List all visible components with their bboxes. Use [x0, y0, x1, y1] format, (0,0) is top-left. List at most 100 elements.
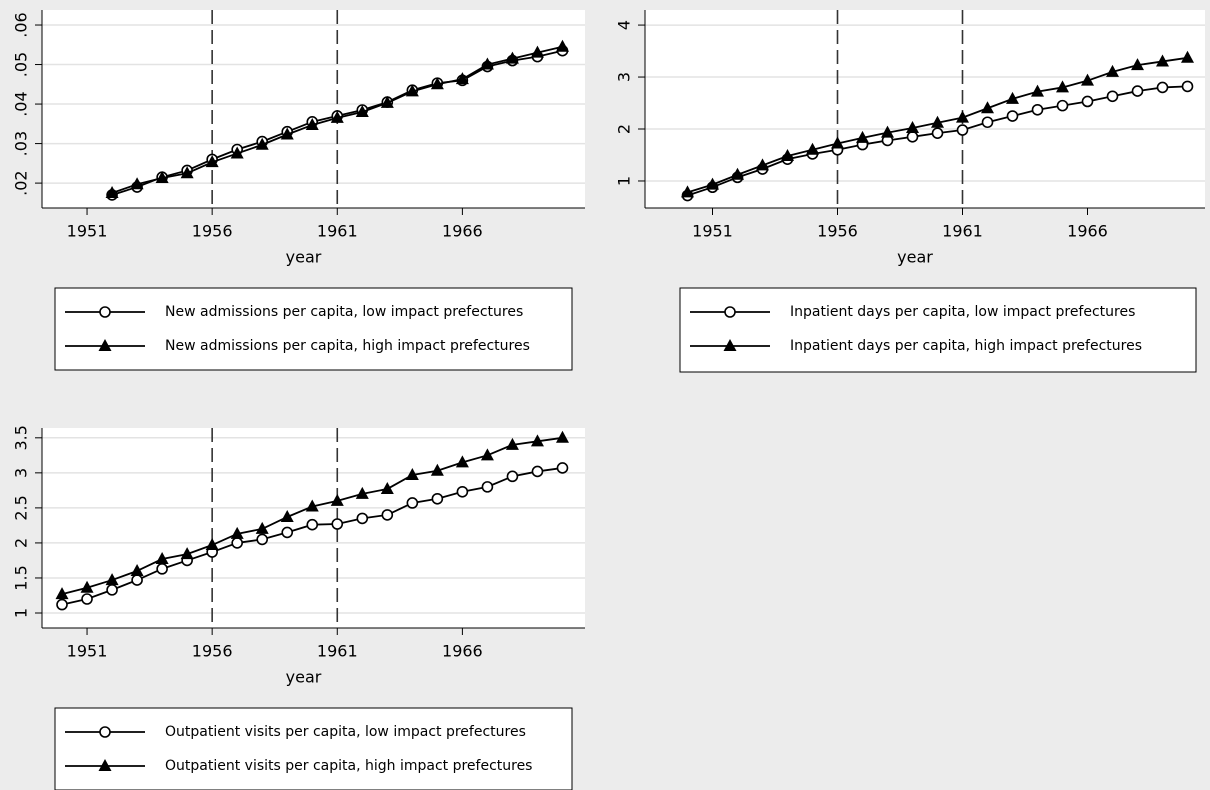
- legend-marker: [98, 759, 112, 771]
- triangle-marker: [1006, 91, 1019, 104]
- circle-marker: [56, 598, 68, 611]
- circle-marker: [106, 584, 118, 596]
- x-tick-label: 1966: [1067, 222, 1108, 241]
- triangle-marker: [731, 167, 744, 180]
- triangle-marker: [480, 57, 494, 70]
- circle-marker: [456, 485, 469, 498]
- triangle-marker: [881, 125, 894, 138]
- triangle-marker: [530, 45, 544, 58]
- legend-label: New admissions per capita, high impact p…: [165, 338, 530, 354]
- triangle-marker: [105, 573, 119, 586]
- legend-marker: [98, 339, 112, 351]
- circle-marker: [531, 465, 544, 478]
- y-tick-label: 3.5: [12, 425, 31, 450]
- circle-marker: [1156, 81, 1169, 94]
- y-tick-label: .03: [12, 131, 31, 156]
- triangle-marker: [1131, 58, 1144, 71]
- triangle-marker: [681, 185, 694, 198]
- circle-marker: [281, 526, 294, 539]
- triangle-marker: [380, 95, 394, 108]
- y-tick-label: .04: [12, 91, 31, 116]
- x-tick-label: 1956: [192, 222, 233, 241]
- triangle-marker: [80, 580, 94, 593]
- circle-marker: [1031, 103, 1044, 116]
- triangle-marker: [230, 526, 244, 539]
- triangle-marker: [1081, 73, 1094, 86]
- legend: Inpatient days per capita, low impact pr…: [679, 287, 1197, 373]
- legend-label: Outpatient visits per capita, high impac…: [165, 758, 532, 774]
- triangle-marker: [1156, 54, 1169, 67]
- legend-label: Inpatient days per capita, high impact p…: [790, 338, 1142, 354]
- triangle-marker: [1031, 84, 1044, 97]
- y-tick-label: 2: [615, 124, 634, 134]
- legend-box: [54, 707, 573, 790]
- x-tick-label: 1961: [942, 222, 983, 241]
- triangle-marker: [180, 166, 194, 179]
- triangle-marker: [1056, 80, 1069, 93]
- x-tick-label: 1956: [817, 222, 858, 241]
- x-tick-label: 1951: [692, 222, 733, 241]
- triangle-marker: [205, 155, 219, 168]
- legend-box: [679, 287, 1197, 373]
- triangle-marker: [155, 552, 169, 565]
- y-tick-label: 3: [615, 72, 634, 82]
- triangle-marker: [956, 110, 969, 123]
- legend-marker: [99, 306, 111, 318]
- x-tick-label: 1956: [192, 642, 233, 661]
- triangle-marker: [756, 158, 769, 171]
- circle-marker: [906, 131, 919, 143]
- triangle-marker: [130, 177, 144, 190]
- y-tick-label: 1.5: [12, 565, 31, 590]
- triangle-marker: [555, 430, 569, 443]
- triangle-marker: [255, 521, 269, 534]
- x-axis-label: year: [286, 668, 322, 687]
- x-tick-label: 1951: [67, 222, 108, 241]
- circle-marker: [481, 481, 494, 493]
- circle-marker: [231, 537, 243, 549]
- triangle-marker: [205, 538, 219, 551]
- x-tick-label: 1966: [442, 642, 483, 661]
- x-tick-label: 1961: [317, 222, 358, 241]
- legend-label: Inpatient days per capita, low impact pr…: [790, 304, 1135, 320]
- x-axis-label: year: [286, 248, 322, 267]
- x-tick-label: 1966: [442, 222, 483, 241]
- legend-label: Outpatient visits per capita, low impact…: [165, 724, 526, 740]
- triangle-marker: [856, 130, 869, 143]
- circle-marker: [1081, 95, 1094, 108]
- circle-marker: [306, 518, 319, 531]
- triangle-marker: [105, 185, 119, 198]
- triangle-marker: [781, 149, 794, 162]
- circle-marker: [431, 492, 444, 505]
- triangle-marker: [931, 115, 944, 128]
- circle-marker: [506, 470, 519, 483]
- circle-marker: [1006, 110, 1019, 122]
- triangle-marker: [380, 481, 394, 494]
- y-tick-label: 2: [12, 538, 31, 548]
- circle-marker: [1106, 90, 1119, 103]
- triangle-marker: [981, 101, 994, 114]
- circle-marker: [1181, 80, 1194, 93]
- circle-marker: [1056, 99, 1069, 112]
- circle-marker: [356, 512, 369, 525]
- triangle-marker: [405, 467, 419, 480]
- circle-marker: [256, 533, 269, 546]
- circle-marker: [406, 497, 419, 509]
- circle-marker: [956, 124, 969, 136]
- triangle-marker: [530, 434, 544, 447]
- circle-marker: [381, 509, 394, 521]
- triangle-marker: [831, 136, 844, 149]
- triangle-marker: [430, 77, 444, 90]
- legend-marker: [99, 726, 111, 738]
- triangle-marker: [405, 84, 419, 97]
- y-tick-label: .06: [12, 12, 31, 37]
- x-tick-label: 1961: [317, 642, 358, 661]
- triangle-marker: [455, 455, 469, 468]
- triangle-marker: [355, 104, 369, 117]
- triangle-marker: [555, 39, 569, 52]
- circle-marker: [1131, 85, 1144, 97]
- triangle-marker: [455, 72, 469, 85]
- triangle-marker: [505, 437, 519, 450]
- panel: 1 1.5 2 2.5 3 3.5 1951 1956 1961 1966 year: [12, 425, 585, 687]
- triangle-marker: [505, 51, 519, 64]
- legend-label: New admissions per capita, low impact pr…: [165, 304, 523, 320]
